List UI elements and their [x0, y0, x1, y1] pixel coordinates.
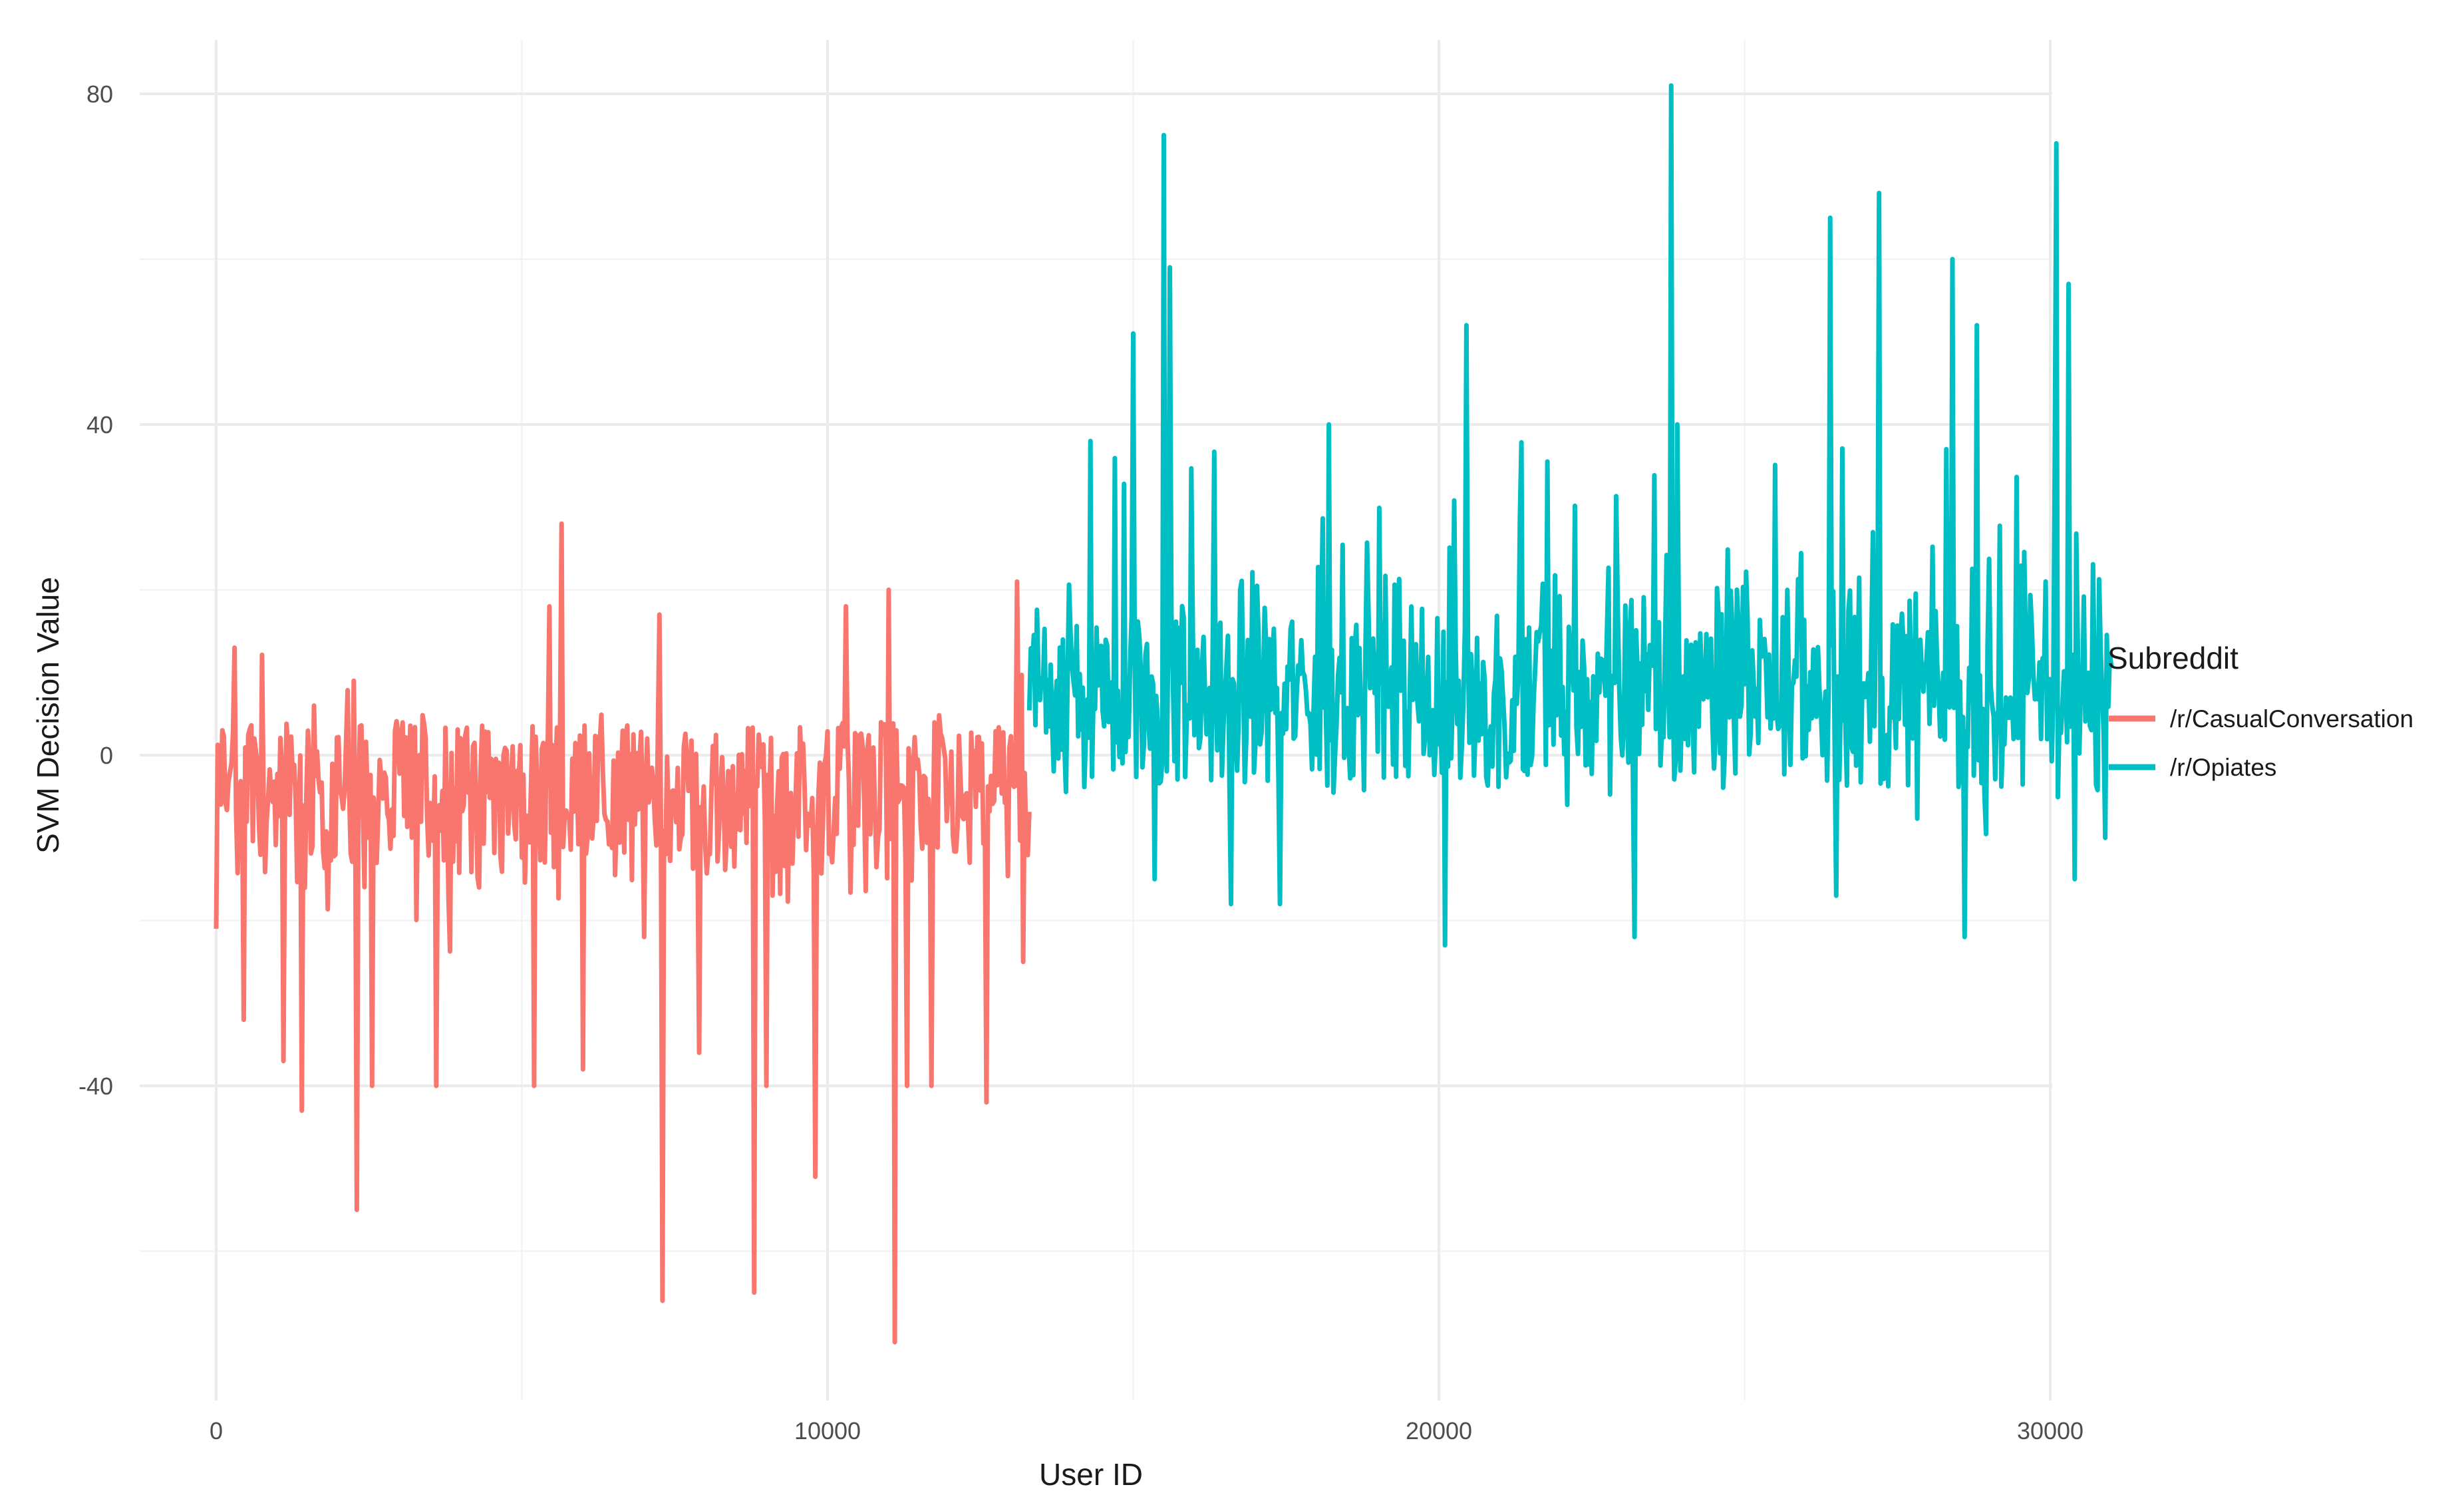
- series-line-casualconversation: [214, 521, 1032, 1345]
- series-line-opiates: [1026, 83, 2114, 948]
- x-tick-label: 30000: [2017, 1417, 2083, 1444]
- grid: [140, 40, 2052, 1401]
- y-tick-label: 0: [100, 742, 113, 769]
- series-layer: [214, 83, 2114, 1345]
- legend-label-opiates: /r/Opiates: [2170, 754, 2276, 781]
- y-tick-label: -40: [78, 1073, 113, 1100]
- tick-labels: -40 0 40 80 0 10000 20000 30000: [78, 81, 2083, 1444]
- legend-label-casualconversation: /r/CasualConversation: [2170, 705, 2413, 733]
- x-axis-title: User ID: [1039, 1457, 1143, 1492]
- y-tick-label: 80: [86, 81, 113, 108]
- y-tick-label: 40: [86, 411, 113, 438]
- x-tick-label: 0: [210, 1417, 223, 1444]
- y-axis-title: SVM Decision Value: [31, 577, 65, 854]
- legend: Subreddit /r/CasualConversation /r/Opiat…: [2107, 641, 2413, 781]
- x-tick-label: 10000: [794, 1417, 861, 1444]
- x-tick-label: 20000: [1406, 1417, 1472, 1444]
- legend-title: Subreddit: [2107, 641, 2238, 675]
